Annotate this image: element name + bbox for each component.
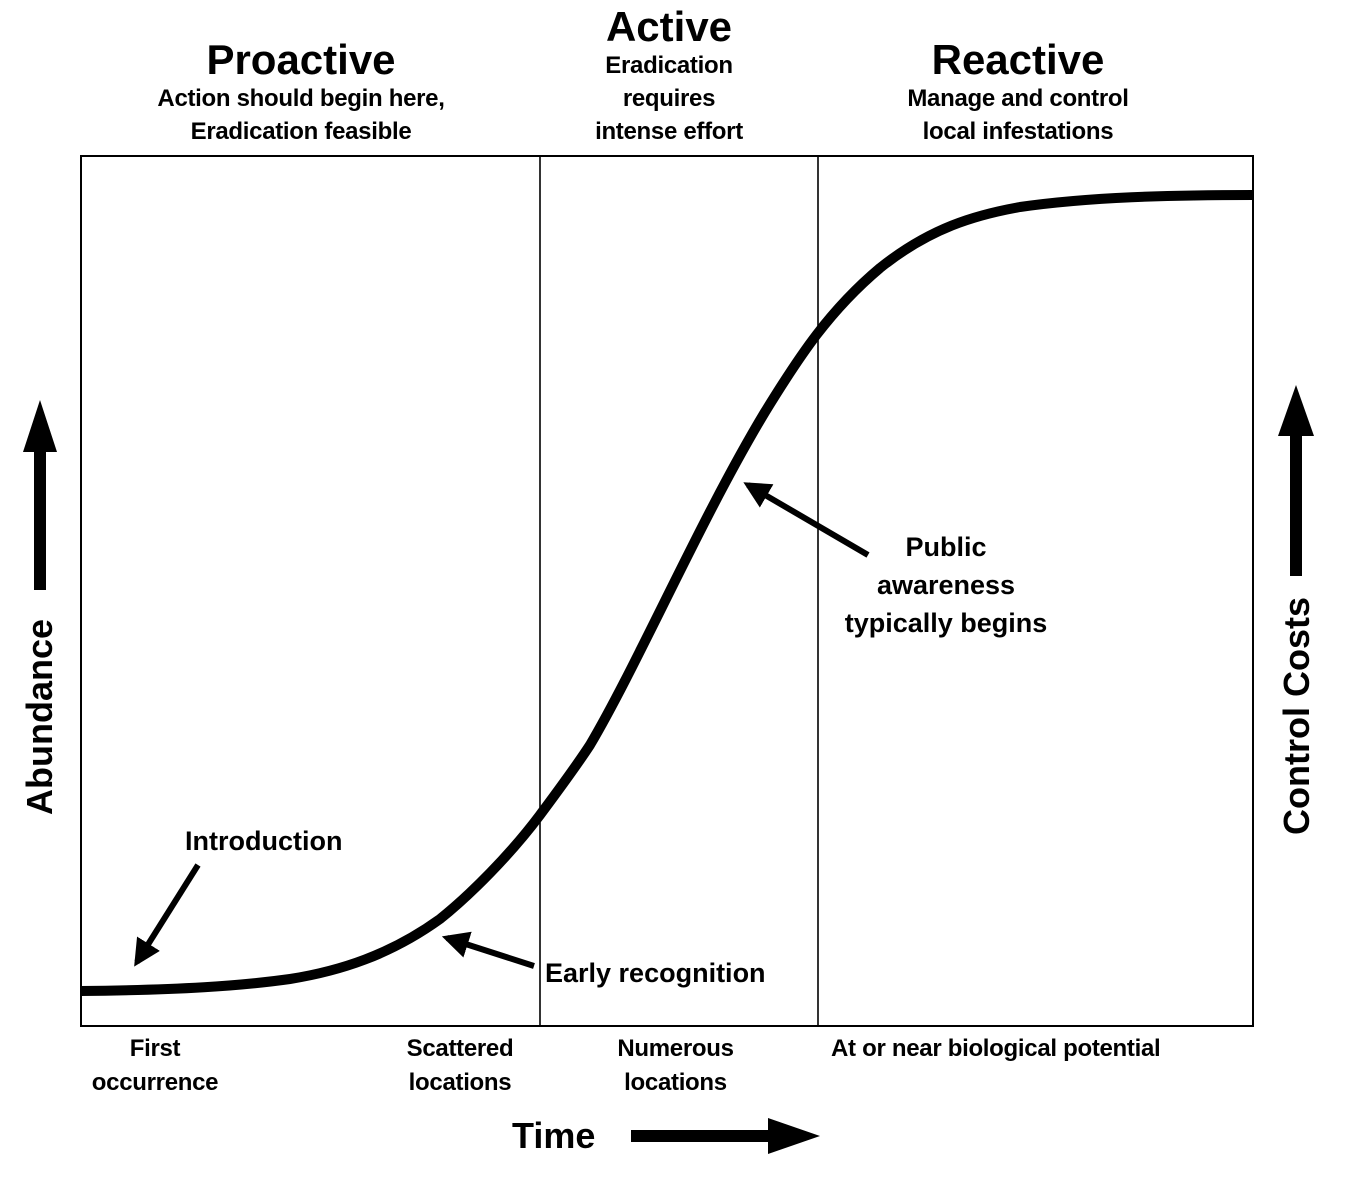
x-label-numerous-locations-line2: locations	[624, 1069, 727, 1096]
x-label-numerous-locations: Numerous locations	[598, 1032, 753, 1100]
x-label-first-occurrence-line2: occurrence	[91, 1069, 219, 1096]
phase-subtitle-proactive-line1: Action should begin here,	[157, 85, 445, 112]
x-label-scattered-locations-line2: locations	[408, 1069, 512, 1096]
x-label-first-occurrence: First occurrence	[70, 1032, 240, 1100]
phase-subtitle-reactive-line1: Manage and control	[907, 85, 1129, 112]
x-label-first-occurrence-line1: First	[129, 1035, 181, 1062]
phase-subtitle-reactive-line2: local infestations	[922, 118, 1114, 145]
time-arrow-icon	[631, 1118, 820, 1154]
y-axis-title-abundance: Abundance	[19, 619, 60, 816]
x-label-biological-potential-line1: At or near biological potential	[831, 1035, 1161, 1062]
x-label-scattered-locations: Scattered locations	[385, 1032, 535, 1100]
x-label-scattered-locations-line1: Scattered	[406, 1035, 514, 1062]
introduction-arrow	[134, 863, 201, 967]
x-axis-title-time: Time	[512, 1115, 596, 1156]
phase-subtitle-active-line3: intense effort	[595, 118, 743, 145]
annotation-introduction: Introduction	[185, 826, 343, 856]
phase-subtitle-active-line1: Eradication	[605, 52, 733, 79]
abundance-arrow-icon	[23, 400, 57, 590]
annotation-public-awareness-line3: typically begins	[844, 608, 1048, 638]
annotation-public-awareness: Public awareness typically begins	[816, 528, 1076, 642]
annotation-early-recognition: Early recognition	[545, 958, 766, 988]
plot-frame	[80, 155, 1254, 1027]
phase-proactive: Proactive Action should begin here, Erad…	[101, 38, 501, 148]
phase-subtitle-active-line2: requires	[622, 85, 716, 112]
phase-title-active: Active	[605, 3, 733, 50]
y-axis-title-control-costs: Control Costs	[1276, 597, 1317, 835]
phase-reactive: Reactive Manage and control local infest…	[818, 38, 1218, 148]
invasion-curve	[80, 190, 1254, 996]
annotation-public-awareness-line1: Public	[905, 532, 987, 562]
public-awareness-arrow	[743, 482, 870, 558]
early-recognition-arrow	[441, 931, 535, 969]
phase-title-reactive: Reactive	[931, 36, 1105, 83]
control-costs-arrow-icon	[1278, 385, 1314, 576]
phase-active: Active Eradication requires intense effo…	[519, 5, 819, 148]
annotation-public-awareness-line2: awareness	[876, 570, 1016, 600]
x-label-numerous-locations-line1: Numerous	[617, 1035, 734, 1062]
x-label-biological-potential: At or near biological potential	[831, 1032, 1251, 1066]
phase-title-proactive: Proactive	[206, 36, 396, 83]
phase-subtitle-proactive-line2: Eradication feasible	[190, 118, 412, 145]
